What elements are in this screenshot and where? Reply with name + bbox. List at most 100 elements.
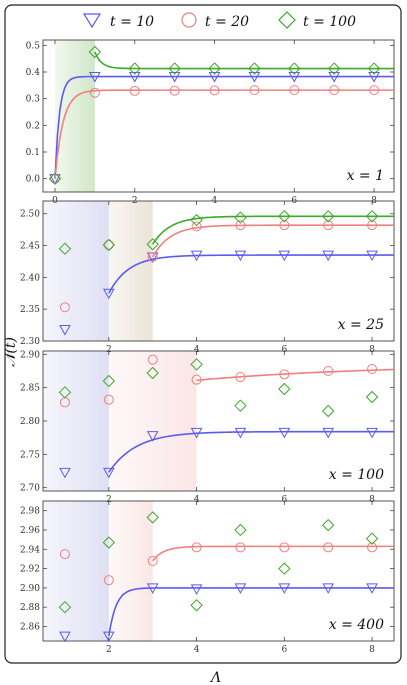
panel-label: x = 25 [338, 317, 384, 333]
panel-label: x = 100 [329, 467, 384, 483]
data-point-triangle [366, 427, 378, 439]
data-point-triangle [190, 427, 203, 439]
data-point-diamond [367, 62, 381, 75]
data-point-triangle [368, 72, 380, 83]
data-point-diamond [278, 210, 291, 223]
data-point-diamond [327, 62, 341, 75]
y-tick-label: 2.88 [20, 603, 40, 613]
x-tick-label: 2 [106, 345, 112, 355]
data-point-circle [369, 85, 380, 96]
data-point-circle [323, 542, 334, 553]
data-point-circle [323, 220, 334, 231]
data-point-circle [367, 220, 378, 231]
data-point-triangle [102, 631, 115, 643]
data-point-circle [49, 173, 60, 184]
data-point-triangle [278, 427, 291, 439]
outer-frame [4, 4, 402, 664]
data-point-diamond [208, 62, 221, 75]
data-point-circle [235, 220, 246, 231]
fit-curve [54, 89, 394, 179]
shaded-region [108, 201, 153, 341]
data-point-triangle [328, 72, 341, 83]
data-point-diamond [365, 390, 379, 404]
data-point-diamond [278, 562, 291, 575]
y-tick-label: 2.90 [20, 350, 40, 360]
shaded-region [43, 501, 109, 641]
data-point-diamond [365, 532, 379, 545]
shaded-region [43, 201, 109, 341]
data-point-diamond [288, 62, 301, 75]
legend-item-t10: t = 10 [82, 13, 154, 30]
data-point-triangle [190, 584, 203, 595]
y-tick-label: 2.94 [20, 545, 40, 555]
data-point-diamond [146, 511, 159, 524]
data-point-triangle [278, 250, 291, 262]
data-point-diamond [190, 358, 203, 371]
panel-frame [42, 39, 395, 193]
panel-3: 2 4 6 8 2.70 2.75 2.80 2.85 2.90 x = 100 [20, 350, 395, 505]
data-point-circle [235, 542, 246, 553]
data-point-triangle [288, 72, 301, 83]
data-point-circle [103, 239, 114, 250]
data-point-diamond [234, 523, 247, 537]
y-tick-label: 0.5 [26, 41, 41, 51]
y-tick-label: 0.2 [26, 121, 40, 131]
y-tick-label: 0.4 [26, 68, 41, 78]
data-point-diamond [58, 386, 72, 399]
x-tick-label: 6 [281, 495, 287, 505]
x-tick-label: 6 [281, 645, 287, 655]
data-point-circle [89, 87, 100, 98]
data-point-diamond [190, 213, 203, 227]
data-point-circle [209, 85, 220, 96]
data-point-circle [129, 85, 140, 96]
data-point-circle [249, 85, 260, 96]
fit-curve [152, 545, 394, 562]
data-point-circle [169, 85, 180, 96]
legend-marker-diamond [278, 11, 296, 29]
data-point-triangle [59, 467, 71, 479]
x-tick-label: 4 [194, 495, 200, 505]
y-tick-label: 2.86 [20, 623, 40, 633]
data-point-circle [329, 85, 340, 96]
data-point-diamond [128, 62, 141, 75]
data-point-circle [59, 302, 70, 313]
shaded-region [108, 501, 153, 641]
data-point-triangle [168, 72, 181, 83]
x-tick-label: 8 [369, 345, 375, 355]
y-tick-label: 0.0 [26, 175, 41, 185]
y-tick-label: 2.92 [20, 565, 40, 575]
y-tick-label: 2.85 [20, 384, 40, 394]
legend: t = 10 t = 20 t = 100 [82, 11, 356, 30]
data-point-diamond [234, 211, 247, 224]
data-point-circle [103, 394, 114, 405]
data-point-circle [367, 542, 378, 553]
data-point-triangle [208, 72, 221, 83]
data-point-triangle [366, 583, 378, 594]
y-tick-label: 2.35 [20, 305, 40, 315]
panel-label: x = 1 [347, 168, 384, 184]
data-point-triangle [59, 631, 71, 643]
data-point-diamond [321, 518, 335, 532]
panel-frame [42, 500, 395, 642]
data-point-circle [147, 354, 158, 365]
data-point-triangle [366, 250, 378, 262]
y-tick-label: 2.80 [20, 417, 40, 427]
y-tick-label: 2.96 [20, 526, 40, 536]
data-point-diamond [168, 62, 181, 75]
panels: 024680.00.10.20.30.40.5x = 124682.302.35… [20, 39, 395, 655]
data-point-circle [59, 549, 70, 560]
data-point-circle [279, 369, 290, 380]
data-point-diamond [248, 62, 261, 75]
data-point-diamond [365, 210, 379, 223]
legend-label-t20: t = 20 [205, 14, 249, 30]
shaded-region [108, 351, 197, 491]
y-tick-label: 2.70 [20, 484, 40, 494]
y-tick-label: 2.90 [20, 584, 40, 594]
data-point-circle [279, 542, 290, 553]
data-point-diamond [321, 404, 335, 418]
data-point-triangle [146, 583, 159, 594]
data-point-circle [367, 364, 378, 374]
data-point-triangle [234, 250, 247, 262]
shaded-region [54, 40, 95, 192]
